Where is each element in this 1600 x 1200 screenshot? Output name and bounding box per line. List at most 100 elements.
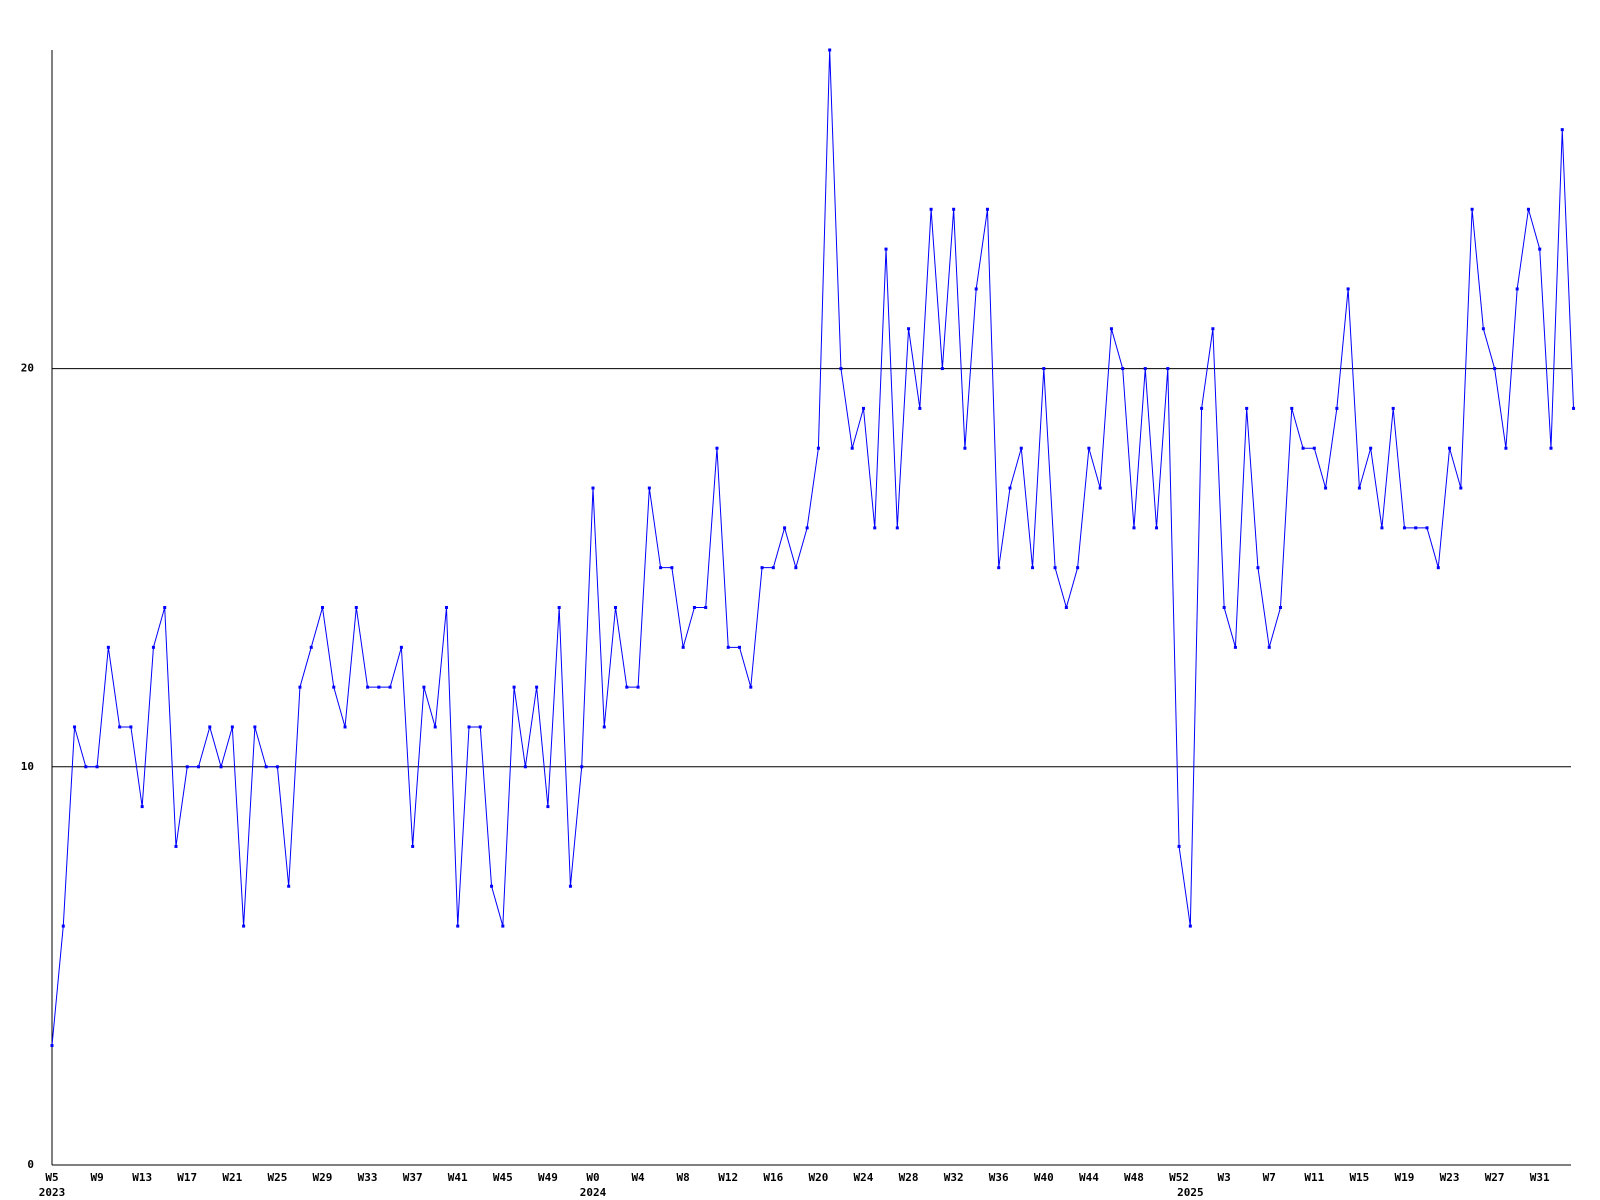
data-point [1425,526,1429,530]
data-point [1008,486,1012,490]
data-point [895,526,899,530]
data-point [264,765,268,769]
data-point [1448,446,1452,450]
data-point [140,805,144,809]
data-point [614,606,618,609]
data-point [343,725,347,729]
data-point [997,566,1001,570]
data-point [1324,486,1328,490]
y-tick-label: 0 [27,1158,34,1171]
y-tick-label: 10 [21,760,34,773]
data-point [963,446,967,450]
data-point [1267,645,1271,649]
data-point [467,725,471,729]
data-point [118,725,122,729]
data-point [1076,566,1080,570]
data-point [884,247,888,251]
data-point [275,765,279,769]
data-point [1143,367,1147,371]
data-point [1301,446,1305,450]
x-tick-label: W27 [1485,1171,1505,1184]
x-tick-label: W0 [586,1171,599,1184]
data-point [1155,526,1159,530]
x-tick-label: W29 [313,1171,333,1184]
data-point [287,884,291,888]
data-point [591,486,595,490]
data-point [1177,844,1181,848]
data-point [1481,327,1485,331]
data-point [185,765,189,769]
data-point [715,446,719,450]
data-point [377,685,381,689]
data-point [1188,924,1192,928]
data-point [535,685,539,689]
data-point [726,645,730,649]
data-point [918,406,922,410]
data-point [151,645,155,649]
data-point [568,884,572,888]
data-point [1278,606,1282,609]
data-point [1436,566,1440,570]
data-point [929,207,933,211]
data-point [433,725,437,729]
data-point [1042,367,1046,371]
data-point [659,566,663,570]
data-point [253,725,257,729]
data-point [1493,367,1497,371]
data-point [95,765,99,769]
data-point [602,725,606,729]
data-point [670,566,674,570]
x-tick-label: W44 [1079,1171,1099,1184]
x-tick-label: W4 [631,1171,645,1184]
data-point [1256,566,1260,570]
data-point [411,844,415,848]
data-point [332,685,336,689]
data-point [1087,446,1091,450]
data-point [704,606,708,609]
data-point [84,765,88,769]
data-point [478,725,482,729]
data-point [625,685,629,689]
data-point [163,606,167,609]
x-tick-label: W11 [1304,1171,1324,1184]
x-tick-label: W21 [222,1171,242,1184]
data-point [636,685,640,689]
data-point [1064,606,1068,609]
year-label: 2025 [1177,1186,1204,1199]
data-point [681,645,685,649]
data-point [230,725,234,729]
data-point [1109,327,1113,331]
data-point [490,884,494,888]
x-tick-label: W36 [989,1171,1009,1184]
x-tick-label: W12 [718,1171,738,1184]
x-tick-label: W13 [132,1171,152,1184]
data-point [174,844,178,848]
x-tick-label: W33 [358,1171,378,1184]
x-tick-label: W20 [808,1171,828,1184]
data-point [1233,645,1237,649]
data-point [647,486,651,490]
x-tick-label: W15 [1349,1171,1369,1184]
data-point [366,685,370,689]
data-point [1335,406,1339,410]
x-tick-label: W49 [538,1171,558,1184]
data-point [692,606,696,609]
x-tick-label: W40 [1034,1171,1054,1184]
data-point [985,207,989,211]
data-point [907,327,911,331]
data-point [805,526,809,530]
data-point [1019,446,1023,450]
data-point [1504,446,1508,450]
data-point [1369,446,1373,450]
data-point [1290,406,1294,410]
data-point [850,446,854,450]
data-point [320,606,324,609]
data-point [1459,486,1463,490]
data-point [952,207,956,211]
data-point [512,685,516,689]
x-tick-label: W25 [267,1171,287,1184]
data-point [1470,207,1474,211]
data-point [1121,367,1125,371]
x-tick-label: W5 [45,1171,58,1184]
